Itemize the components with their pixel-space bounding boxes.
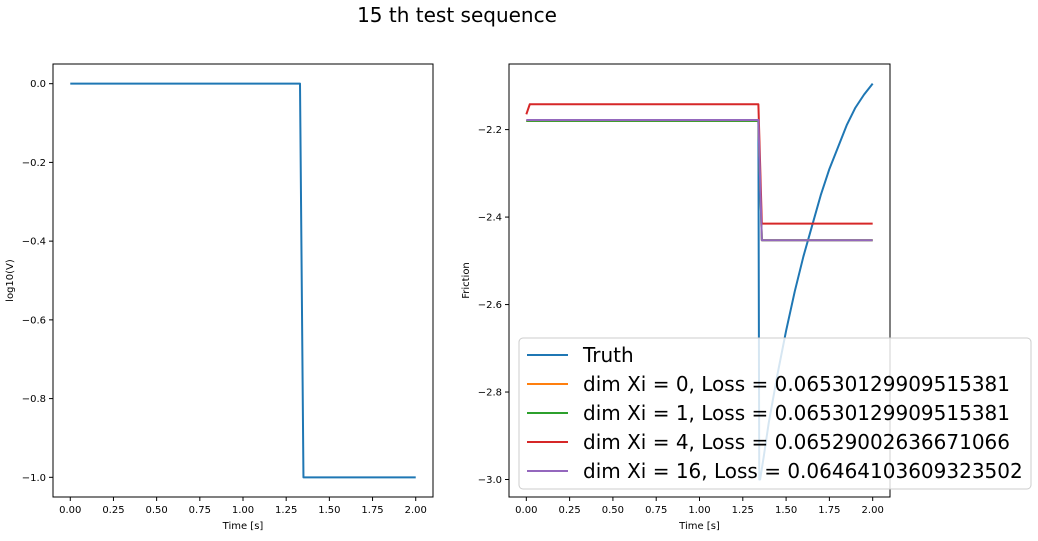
legend: Truth dim Xi = 0, Loss = 0.06530129909515… [518,337,1032,490]
y-tick-label: 0.0 [30,79,46,90]
x-tick-label: 0.75 [645,505,667,516]
x-axis-label: Time [s] [678,521,720,532]
y-tick-label: −2.4 [478,213,502,224]
y-tick-label: −0.8 [22,394,46,405]
x-tick-label: 2.00 [862,505,884,516]
x-tick-label: 1.50 [318,505,340,516]
x-tick-label: 0.25 [558,505,580,516]
x-tick-label: 0.00 [515,505,537,516]
x-tick-label: 1.00 [232,505,254,516]
x-tick-label: 0.25 [102,505,124,516]
x-tick-label: 0.00 [59,505,81,516]
left-chart: 0.00 0.25 0.50 0.75 1.00 1.25 1.50 1.75 2.00 0.0 −… [5,63,434,532]
series-line-dim-xi-1 [526,119,873,242]
x-tick-label: 1.75 [818,505,840,516]
x-axis-label: Time [s] [222,521,264,532]
axes-frame [52,63,434,498]
x-tick-label: 0.50 [602,505,624,516]
legend-entry-label: dim Xi = 0, Loss = 0.06530129909515381 [583,372,1010,396]
x-tick-label: 1.25 [732,505,754,516]
legend-box [518,337,1032,490]
series-line-dim-xi-0 [526,119,873,242]
y-tick-label: −2.6 [478,300,502,311]
y-tick-label: −2.8 [478,388,502,399]
figure-title: 15 th test sequence [357,3,557,27]
series-line-dim-xi-4 [525,103,873,225]
legend-entry-label: dim Xi = 4, Loss = 0.06529002636671066 [583,430,1010,454]
series-line-dim-xi-16 [526,118,873,242]
x-tick-label: 1.00 [688,505,710,516]
y-tick-label: −2.2 [478,125,502,136]
series-line-series-0 [70,82,416,479]
x-tick-label: 0.75 [189,505,211,516]
y-tick-label: −0.6 [22,315,46,326]
y-tick-label: −3.0 [478,475,502,486]
x-tick-label: 1.75 [361,505,383,516]
legend-entry-label: dim Xi = 1, Loss = 0.06530129909515381 [583,401,1010,425]
y-tick-label: −1.0 [22,473,46,484]
legend-entry-label: dim Xi = 16, Loss = 0.06464103609323502 [583,459,1023,483]
y-tick-label: −0.2 [22,158,46,169]
x-tick-label: 1.50 [775,505,797,516]
y-axis-label: log10(V) [5,259,16,302]
right-chart: 0.00 0.25 0.50 0.75 1.00 1.25 1.50 1.75 2.00 −2.2… [461,63,1032,532]
legend-entry-label: Truth [582,343,634,367]
x-tick-label: 2.00 [405,505,427,516]
y-axis-label: Friction [461,262,472,299]
x-tick-label: 0.50 [146,505,168,516]
x-tick-label: 1.25 [275,505,297,516]
y-tick-label: −0.4 [22,237,46,248]
